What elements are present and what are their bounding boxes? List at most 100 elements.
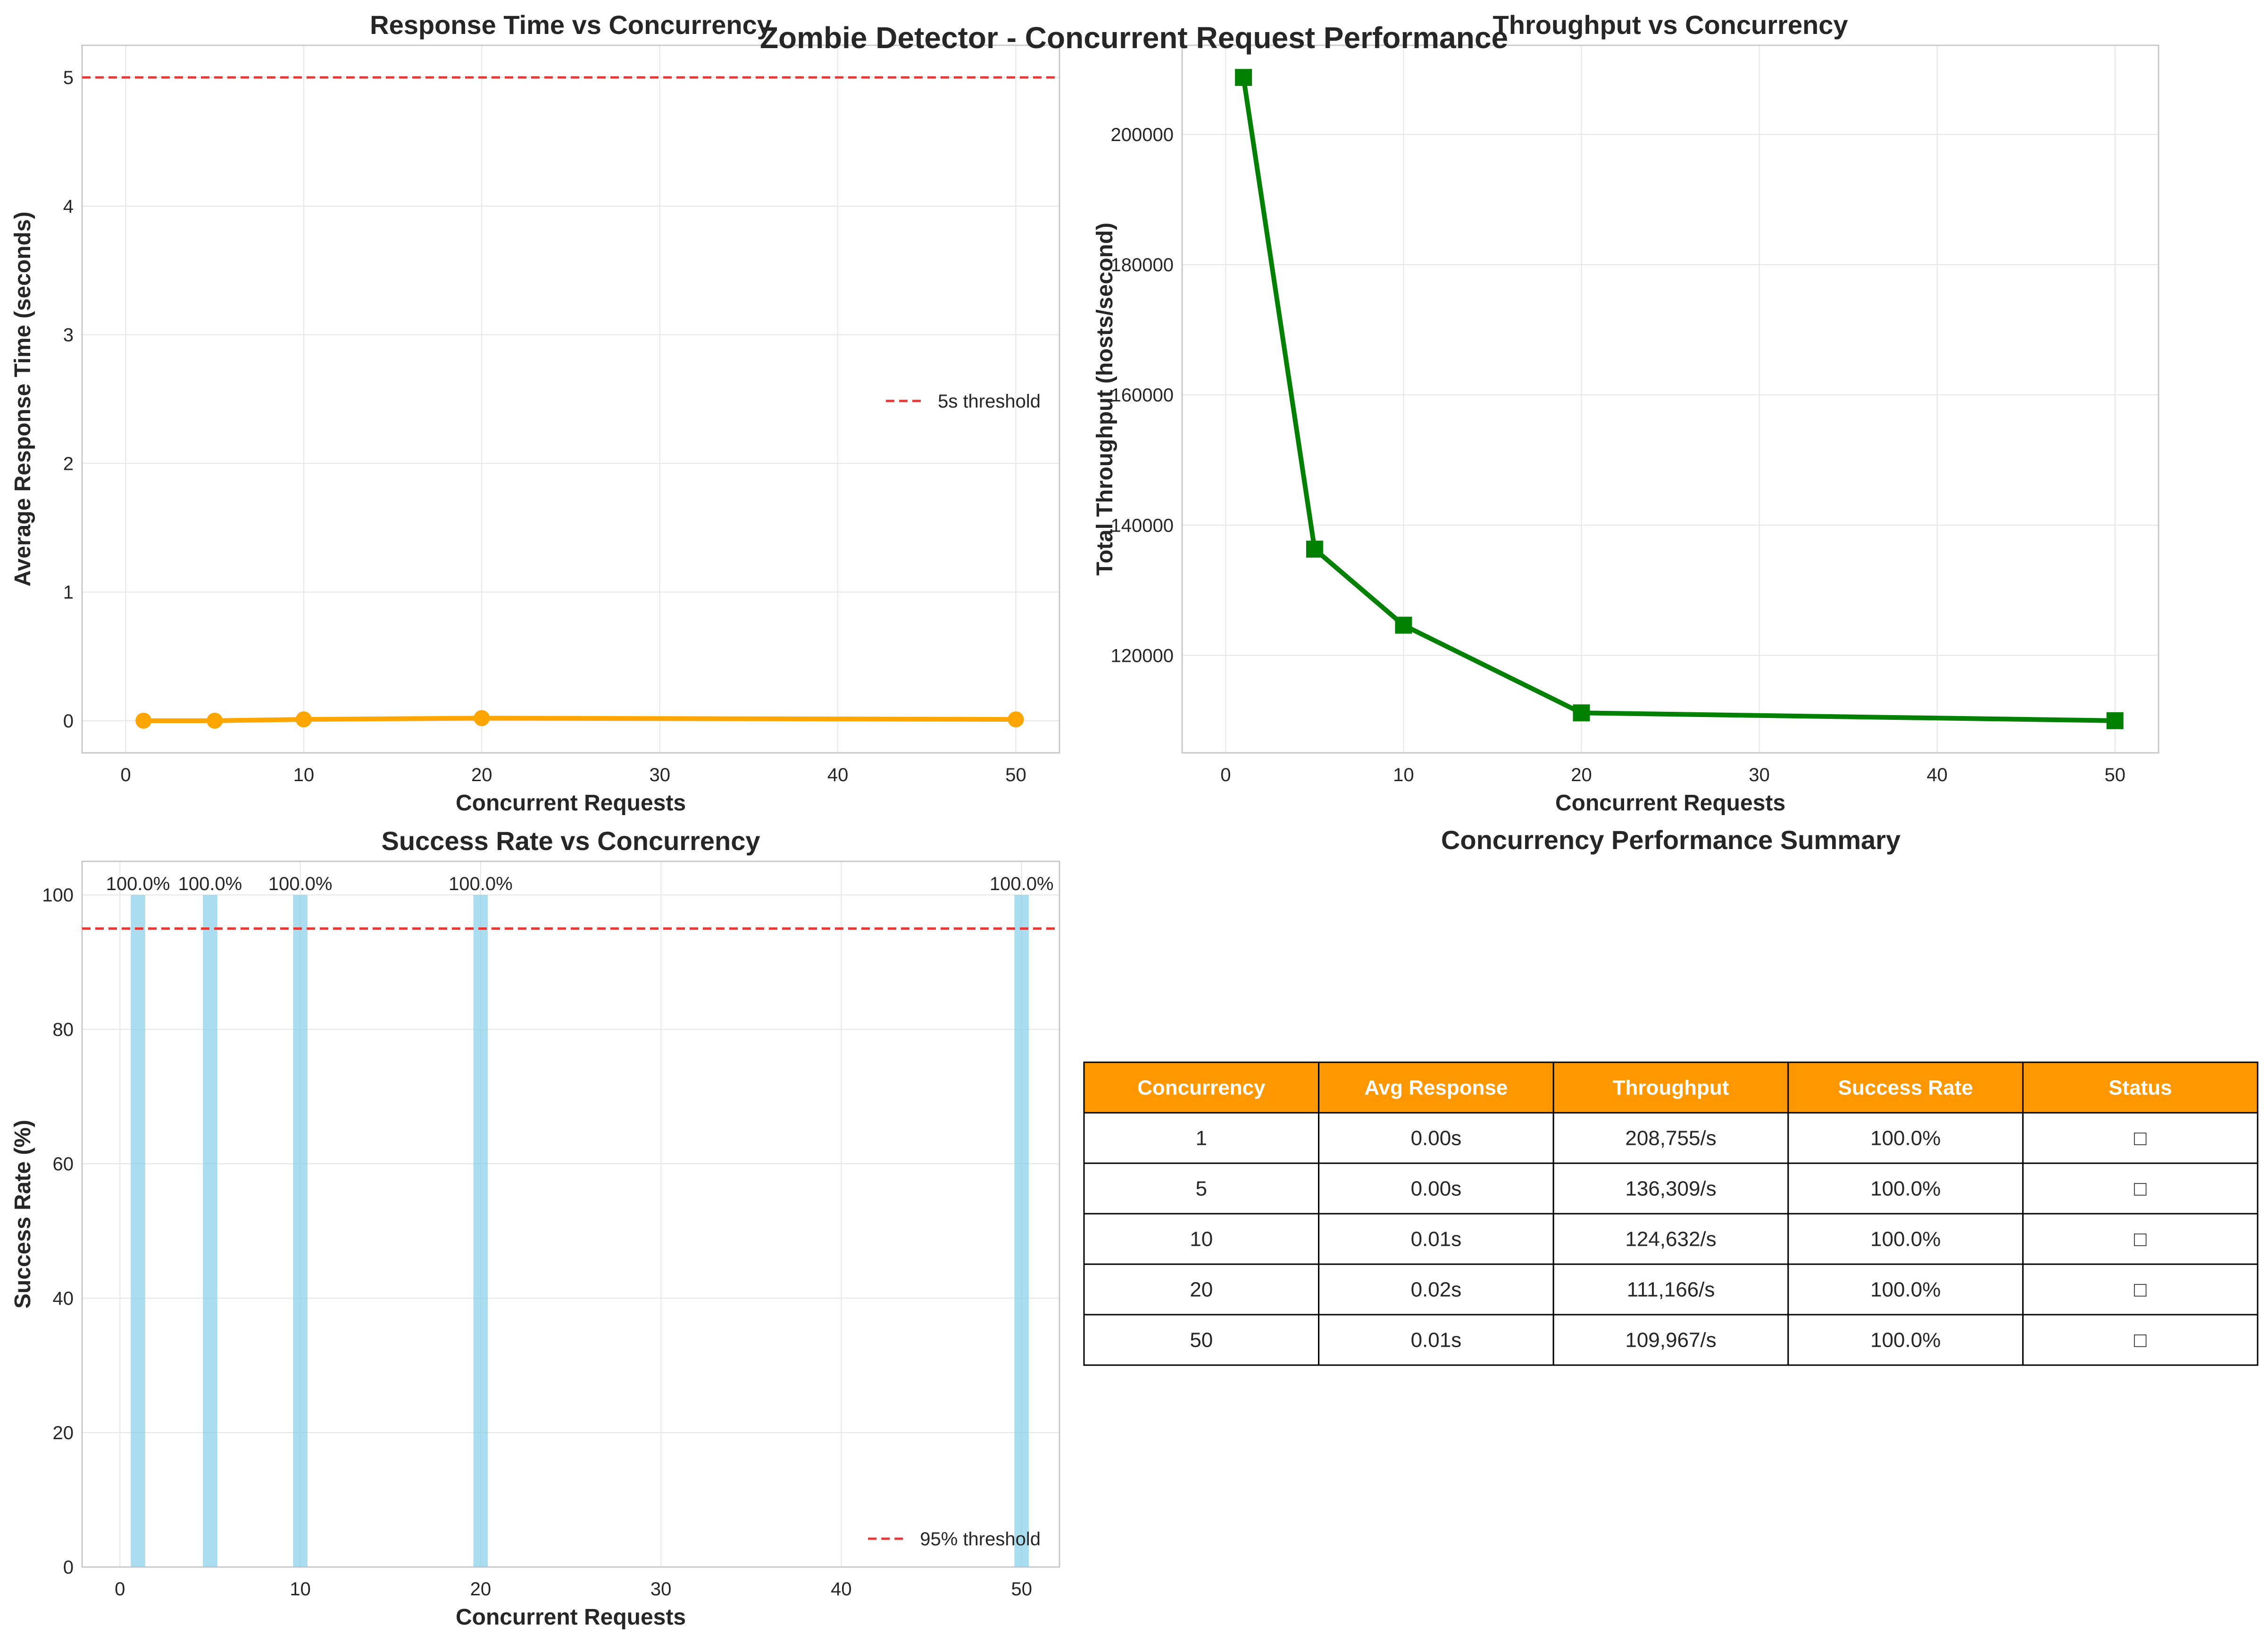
bar-data-label: 100.0% bbox=[449, 874, 513, 894]
data-point bbox=[1395, 617, 1412, 634]
table-cell bbox=[1552, 1112, 1789, 1164]
bar bbox=[203, 895, 217, 1567]
table-cell-text: 50 bbox=[1190, 1329, 1213, 1352]
table-cell-text: 100.0% bbox=[1870, 1278, 1941, 1301]
table-cell bbox=[1083, 1314, 1320, 1366]
table-cell-text: □ bbox=[2134, 1278, 2147, 1301]
table-title: Concurrency Performance Summary bbox=[1441, 825, 1901, 855]
plot-frame bbox=[1181, 44, 2160, 754]
y-tick-label: 0 bbox=[63, 711, 74, 732]
x-tick-label: 50 bbox=[2104, 765, 2126, 785]
table-cell bbox=[2022, 1162, 2259, 1215]
summary-table: Concurrency Performance Summary Concurren… bbox=[1083, 825, 2259, 1366]
table-cell-text: 208,755/s bbox=[1625, 1127, 1716, 1150]
data-point bbox=[474, 710, 490, 726]
table-cell-text: 100.0% bbox=[1870, 1329, 1941, 1352]
y-tick-label: 80 bbox=[53, 1019, 74, 1040]
table-cell bbox=[1318, 1112, 1554, 1164]
chart-title: Response Time vs Concurrency bbox=[370, 10, 772, 40]
table-header-label: Throughput bbox=[1613, 1076, 1729, 1100]
y-axis-label: Total Throughput (hosts/second) bbox=[1092, 223, 1117, 575]
x-tick-label: 50 bbox=[1005, 765, 1026, 785]
table-header-cell bbox=[1787, 1061, 2024, 1114]
table-cell-text: 0.01s bbox=[1411, 1329, 1462, 1352]
x-tick-label: 40 bbox=[1926, 765, 1948, 785]
table-cell bbox=[1787, 1112, 2024, 1164]
plot-area bbox=[82, 861, 1059, 1567]
chart-2: 0 10 20 30 40 50 120000 140000 160000 180000 20000… bbox=[1092, 10, 2160, 816]
chart-3: 0 10 20 30 40 50 0 20 40 60 80 100 Success Rate vs C… bbox=[10, 826, 1060, 1630]
x-axis-label: Concurrent Requests bbox=[456, 1605, 686, 1630]
legend-label: 95% threshold bbox=[920, 1529, 1041, 1550]
legend-label: 5s threshold bbox=[938, 391, 1041, 412]
data-point bbox=[207, 712, 223, 729]
table-cell-text: □ bbox=[2134, 1228, 2147, 1251]
chart-title: Throughput vs Concurrency bbox=[1493, 10, 1848, 40]
x-tick-label: 0 bbox=[120, 765, 131, 785]
table-cell-text: 100.0% bbox=[1870, 1228, 1941, 1251]
table-cell-text: 124,632/s bbox=[1625, 1228, 1716, 1251]
table-cell-text: 111,166/s bbox=[1627, 1278, 1715, 1301]
table-cell bbox=[1318, 1162, 1554, 1215]
table-cell-text: 0.00s bbox=[1411, 1177, 1462, 1200]
x-tick-label: 20 bbox=[471, 765, 492, 785]
bar bbox=[293, 895, 308, 1567]
table-cell bbox=[1083, 1162, 1320, 1215]
y-tick-label: 140000 bbox=[1111, 515, 1174, 536]
chart-1: 0 10 20 30 40 50 0 1 2 3 4 5 Response Time vs Concur… bbox=[10, 10, 1060, 816]
table-cell-text: 0.00s bbox=[1411, 1127, 1462, 1150]
bar-data-label: 100.0% bbox=[990, 874, 1054, 894]
plot-frame bbox=[81, 44, 1060, 754]
table-header-cell bbox=[2022, 1061, 2259, 1114]
x-tick-label: 30 bbox=[1749, 765, 1770, 785]
table-cell-text: 5 bbox=[1196, 1177, 1207, 1200]
y-tick-label: 120000 bbox=[1111, 645, 1174, 666]
data-point bbox=[1235, 69, 1252, 86]
figure-title: Zombie Detector - Concurrent Request Per… bbox=[760, 21, 1508, 55]
y-tick-label: 3 bbox=[63, 325, 74, 346]
x-tick-label: 0 bbox=[1220, 765, 1231, 785]
y-tick-label: 4 bbox=[63, 196, 74, 217]
chart-title: Success Rate vs Concurrency bbox=[381, 826, 760, 856]
bar-data-label: 100.0% bbox=[106, 874, 170, 894]
y-tick-label: 2 bbox=[63, 453, 74, 474]
y-tick-label: 200000 bbox=[1111, 125, 1174, 145]
table-cell-text: 100.0% bbox=[1870, 1127, 1941, 1150]
data-point bbox=[1573, 704, 1590, 722]
x-tick-label: 0 bbox=[115, 1579, 125, 1600]
data-point bbox=[2106, 712, 2124, 729]
x-axis-label: Concurrent Requests bbox=[456, 791, 686, 816]
y-tick-label: 160000 bbox=[1111, 385, 1174, 406]
table-header-label: Avg Response bbox=[1364, 1076, 1508, 1100]
y-axis-label: Average Response Time (seconds) bbox=[10, 212, 35, 587]
plot-frame bbox=[81, 860, 1060, 1568]
table-cell-text: 0.02s bbox=[1411, 1278, 1462, 1301]
table-cell bbox=[1083, 1112, 1320, 1164]
x-tick-label: 10 bbox=[290, 1579, 311, 1600]
x-tick-label: 10 bbox=[293, 765, 315, 785]
data-point bbox=[295, 711, 312, 728]
x-tick-label: 50 bbox=[1011, 1579, 1032, 1600]
table-cell-text: 1 bbox=[1196, 1127, 1207, 1150]
x-tick-label: 30 bbox=[649, 765, 670, 785]
bar bbox=[473, 895, 488, 1567]
table-cell-text: 136,309/s bbox=[1625, 1177, 1716, 1200]
y-axis-label: Success Rate (%) bbox=[10, 1120, 35, 1309]
x-tick-label: 20 bbox=[1571, 765, 1592, 785]
table-cell-text: 20 bbox=[1190, 1278, 1213, 1301]
x-tick-label: 30 bbox=[650, 1579, 672, 1600]
table-cell-text: □ bbox=[2134, 1127, 2147, 1150]
x-tick-label: 40 bbox=[831, 1579, 852, 1600]
table-cell bbox=[1318, 1314, 1554, 1366]
x-tick-label: 20 bbox=[470, 1579, 492, 1600]
table-cell bbox=[1318, 1263, 1554, 1316]
series-line bbox=[143, 716, 1016, 723]
y-tick-label: 60 bbox=[53, 1154, 74, 1175]
data-point bbox=[1008, 711, 1024, 728]
table-header-label: Success Rate bbox=[1838, 1076, 1973, 1100]
bar bbox=[1014, 895, 1029, 1567]
table-cell bbox=[2022, 1213, 2259, 1265]
table-header-label: Concurrency bbox=[1137, 1076, 1266, 1100]
y-tick-label: 40 bbox=[53, 1288, 74, 1309]
